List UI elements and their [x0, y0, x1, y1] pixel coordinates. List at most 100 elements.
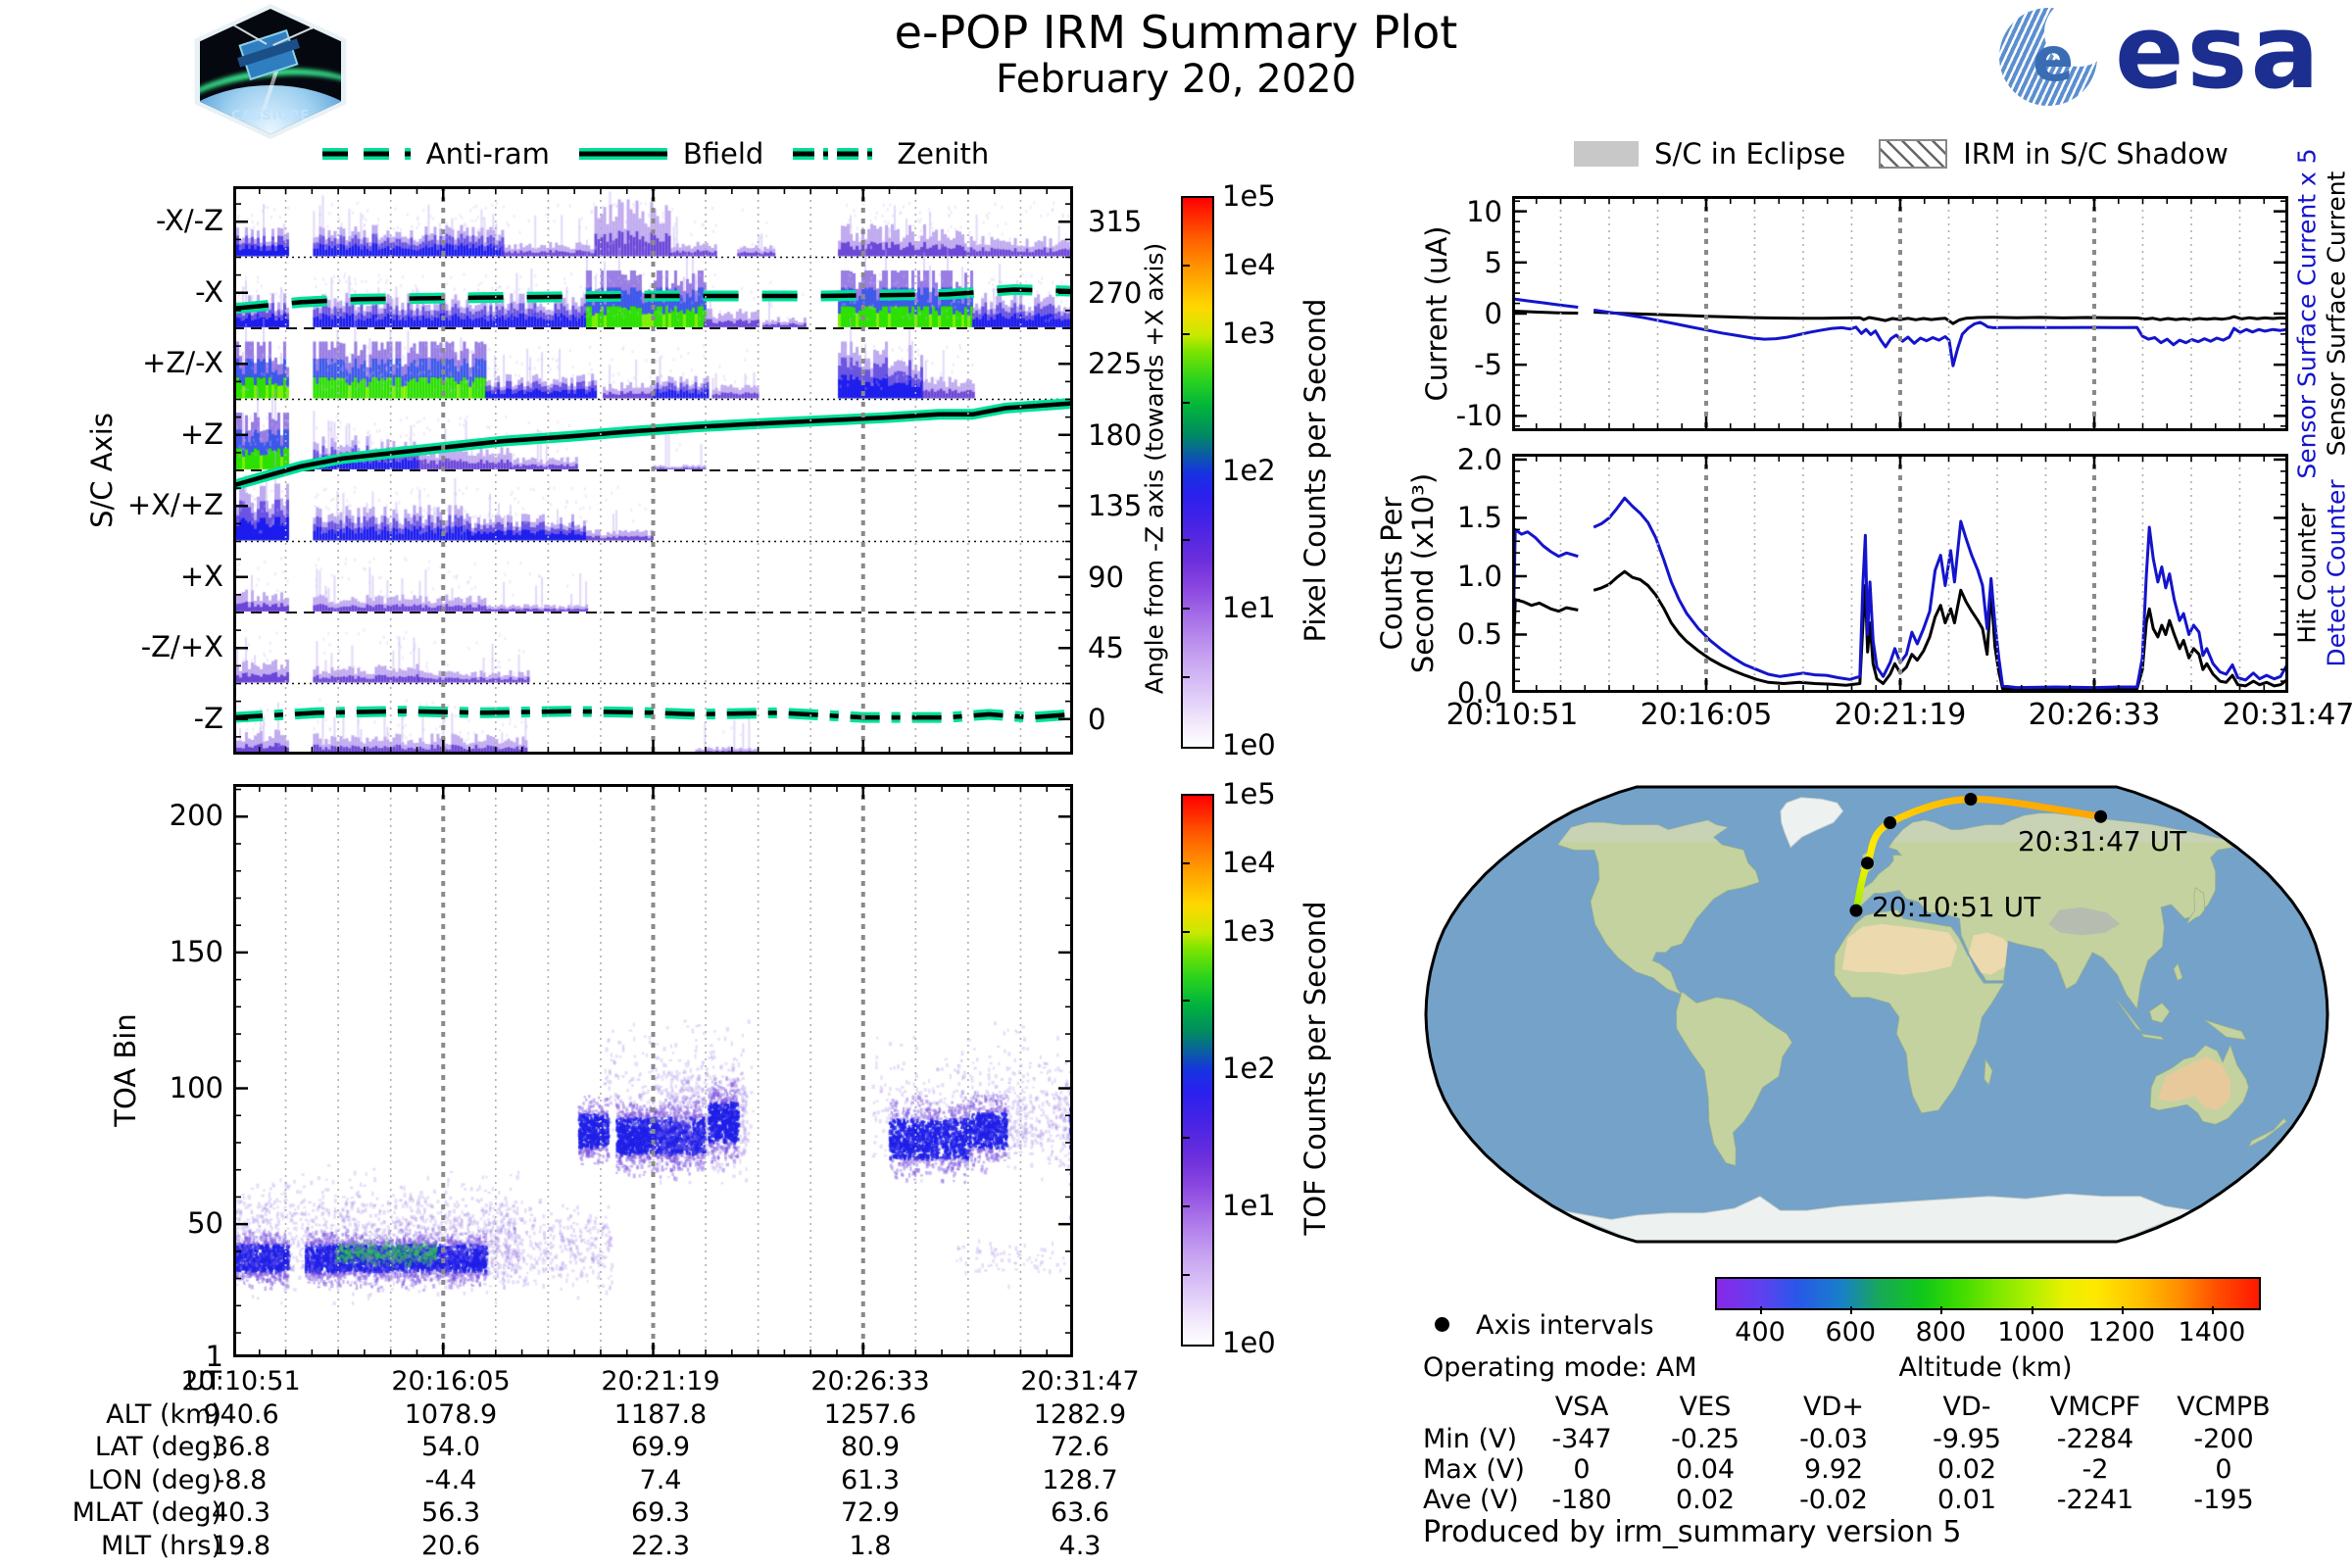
orbit-value: 1257.6 [823, 1398, 917, 1430]
cb2-tick: 1e5 [1222, 777, 1276, 810]
sensor-current-plot [1512, 196, 2288, 431]
orbit-value: 19.8 [211, 1530, 271, 1561]
volt-col-header: VD- [1942, 1392, 1991, 1422]
ytick-label: 2.0 [1456, 442, 1502, 476]
ytick-label: 1.5 [1456, 501, 1502, 535]
alt-tick-label: 400 [1735, 1317, 1786, 1348]
cb-tick-mark [1181, 1137, 1190, 1139]
xtick-label: 20:31:47 [2222, 698, 2352, 732]
volt-value: -0.02 [1799, 1485, 1868, 1515]
volt-col-header: VD+ [1803, 1392, 1864, 1422]
esa-wordmark: esa [2115, 0, 2323, 112]
orbit-value: 20:21:19 [601, 1366, 720, 1396]
angle-tick-label: 180 [1088, 417, 1143, 452]
orbit-value: 72.6 [1050, 1432, 1110, 1462]
pixel-counts-colorbar [1181, 196, 1214, 749]
sc-axis-ylabel: S/C Axis [85, 413, 119, 528]
toa-tick-label: 1 [205, 1340, 223, 1373]
cb-tick-mark [1181, 676, 1190, 678]
alt-tick-mark [1940, 1306, 1943, 1314]
orbit-value: 20:16:05 [391, 1366, 511, 1396]
page-date: February 20, 2020 [995, 57, 1357, 102]
colorbar1-label: Pixel Counts per Second [1298, 298, 1332, 643]
eclipse-swatch-icon [1574, 141, 1640, 167]
toa-tick-label: 200 [169, 799, 223, 833]
orbit-value: 40.3 [211, 1497, 271, 1528]
colorbar2-label: TOF Counts per Second [1298, 901, 1332, 1236]
toa-tick-label: 100 [169, 1070, 223, 1104]
xtick-label: 20:26:33 [2028, 698, 2161, 732]
cb2-tick: 1e0 [1222, 1326, 1276, 1359]
legend-item-eclipse: S/C in Eclipse [1574, 137, 1845, 171]
volt-value: 0 [2215, 1454, 2232, 1485]
produced-by: Produced by irm_summary version 5 [1423, 1515, 1962, 1549]
ytick-label: -5 [1474, 348, 1502, 382]
angle-axis-label: Angle from -Z axis (towards +X axis) [1140, 242, 1169, 695]
legend-label: S/C in Eclipse [1654, 137, 1846, 171]
orbit-value: 7.4 [639, 1464, 682, 1495]
orbit-row-label: ALT (km) [106, 1398, 221, 1430]
alt-tick-mark [2211, 1306, 2214, 1314]
cb-tick-mark [1181, 402, 1190, 404]
cb-tick-mark [1181, 862, 1190, 864]
angle-tick-label: 90 [1088, 560, 1124, 594]
volt-row-label: Min (V) [1423, 1424, 1518, 1454]
volt-value: -195 [2193, 1485, 2254, 1515]
cb-tick-mark [1181, 1274, 1190, 1276]
volt-col-header: VES [1679, 1392, 1732, 1422]
orbit-value: 72.9 [840, 1497, 901, 1528]
orbit-value: -4.4 [424, 1464, 477, 1495]
sc-band-label: -Z/+X [140, 630, 223, 664]
tof-counts-colorbar [1181, 794, 1214, 1347]
counts-right-label-black: Hit Counter [2292, 503, 2322, 644]
cb2-tick: 1e4 [1222, 846, 1276, 879]
alt-tick-label: 1400 [2178, 1317, 2246, 1348]
cb1-tick: 1e3 [1222, 317, 1276, 350]
counter-rates-plot [1512, 454, 2288, 693]
orbit-value: 1.8 [849, 1530, 892, 1561]
alt-tick-mark [2121, 1306, 2124, 1314]
volt-row-label: Ave (V) [1423, 1485, 1519, 1515]
counts-ylabel-1: Counts Per [1375, 496, 1408, 651]
altitude-bar-label: Altitude (km) [1898, 1352, 2073, 1383]
cb-tick-mark [1181, 1205, 1190, 1207]
volt-value: 9.92 [1803, 1454, 1864, 1485]
volt-col-header: VSA [1554, 1392, 1609, 1422]
cb-tick-mark [1181, 931, 1190, 933]
cb1-tick: 1e5 [1222, 179, 1276, 213]
altitude-colorbar [1715, 1277, 2261, 1310]
sc-band-label: +X [179, 559, 223, 593]
sc-band-label: +Z [179, 416, 223, 451]
ytick-label: -10 [1455, 399, 1502, 433]
counts-right-label-blue: Detect Counter [2322, 479, 2351, 667]
angle-tick-label: 45 [1088, 631, 1124, 665]
alt-tick-label: 600 [1825, 1317, 1877, 1348]
toa-tick-label: 150 [169, 934, 223, 968]
sc-band-label: -X/-Z [156, 204, 223, 238]
angle-tick-label: 135 [1088, 489, 1143, 523]
volt-value: -0.03 [1799, 1424, 1868, 1454]
orbit-value: 20:10:51 [181, 1366, 301, 1396]
sc-axis-spectrogram-frame [233, 186, 1073, 755]
volt-value: -180 [1551, 1485, 1612, 1515]
angle-tick-label: 0 [1088, 702, 1106, 736]
toa-tick-label: 50 [187, 1206, 223, 1241]
orbit-value: 56.3 [420, 1497, 481, 1528]
orbit-value: 20:26:33 [810, 1366, 930, 1396]
alt-tick-mark [2031, 1306, 2034, 1314]
volt-value: 0.04 [1675, 1454, 1736, 1485]
cb2-tick: 1e2 [1222, 1052, 1276, 1085]
ytick-label: 1.0 [1456, 559, 1502, 593]
legend-label: Zenith [897, 137, 990, 171]
volt-value: -2284 [2056, 1424, 2134, 1454]
xtick-label: 20:16:05 [1640, 698, 1773, 732]
legend-label: Anti-ram [425, 137, 550, 171]
cb-tick-mark [1181, 333, 1190, 335]
cb1-tick: 1e0 [1222, 728, 1276, 761]
eclipse-legend: S/C in Eclipse IRM in S/C Shadow [1499, 133, 2303, 174]
xtick-label: 20:21:19 [1834, 698, 1967, 732]
orbit-value: 128.7 [1042, 1464, 1118, 1495]
current-right-label-blue: Sensor Surface Current x 5 [2292, 148, 2322, 479]
angle-tick-label: 270 [1088, 275, 1143, 310]
